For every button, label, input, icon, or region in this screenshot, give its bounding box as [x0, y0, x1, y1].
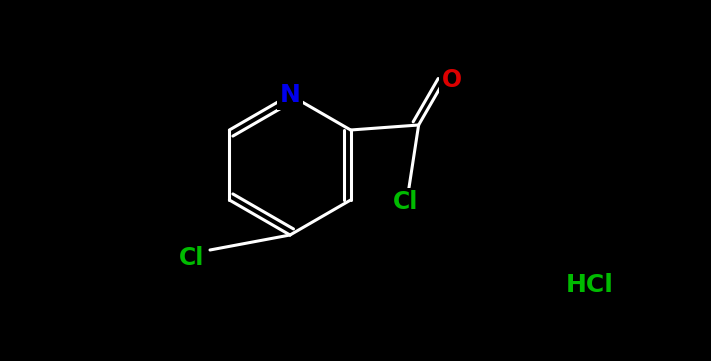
Text: N: N [279, 83, 301, 107]
Text: Cl: Cl [393, 190, 418, 214]
Text: Cl: Cl [179, 246, 205, 270]
Text: HCl: HCl [566, 273, 614, 297]
Text: O: O [442, 68, 461, 92]
